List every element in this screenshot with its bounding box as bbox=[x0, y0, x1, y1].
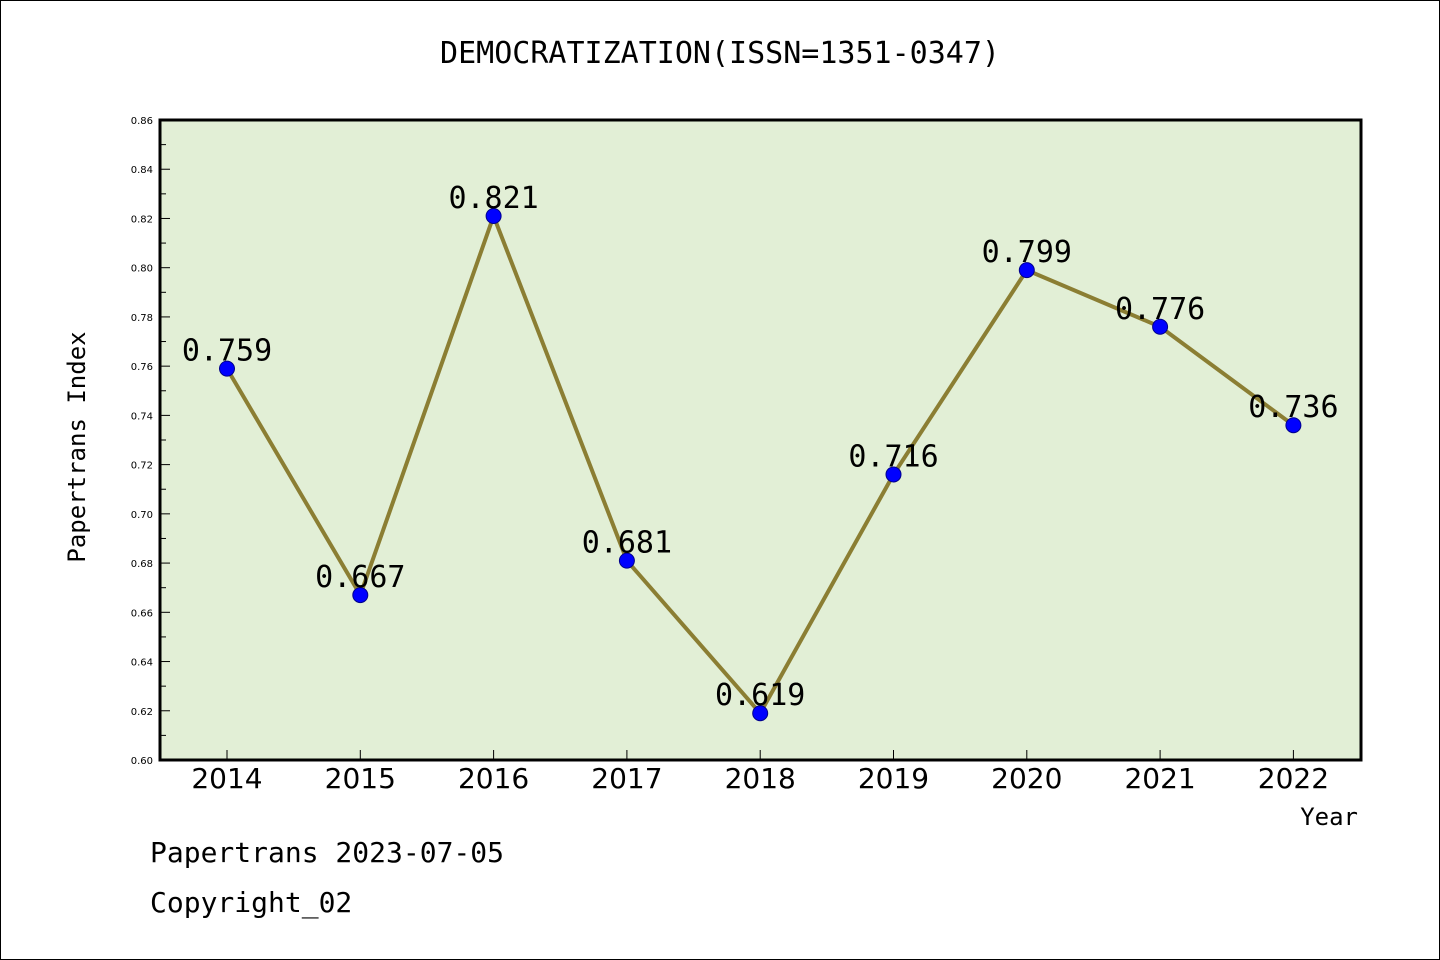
data-point bbox=[352, 587, 369, 604]
data-point bbox=[219, 360, 235, 377]
data-label: 0.736 bbox=[1248, 390, 1338, 425]
y-tick-label: 0.66 bbox=[131, 608, 153, 619]
data-label: 0.759 bbox=[182, 334, 272, 369]
plot-area bbox=[158, 118, 1363, 762]
y-tick-label: 0.72 bbox=[131, 461, 153, 472]
y-tick-label: 0.68 bbox=[131, 559, 153, 570]
x-tick-label: 2017 bbox=[591, 762, 662, 795]
x-tick-label: 2022 bbox=[1258, 762, 1329, 795]
x-tick-label: 2015 bbox=[325, 762, 396, 795]
x-tick-label: 2021 bbox=[1124, 762, 1195, 795]
x-tick-label: 2014 bbox=[191, 762, 262, 795]
y-tick-label: 0.86 bbox=[131, 116, 153, 127]
footer-date: Papertrans 2023-07-05 bbox=[150, 836, 505, 869]
footer-copyright: Copyright_02 bbox=[150, 886, 353, 919]
y-tick-label: 0.78 bbox=[131, 313, 153, 324]
y-tick-label: 0.74 bbox=[131, 411, 153, 422]
data-label: 0.799 bbox=[982, 235, 1072, 270]
y-tick-label: 0.62 bbox=[131, 707, 153, 718]
data-point bbox=[752, 705, 769, 722]
data-point bbox=[1018, 262, 1035, 279]
y-axis-title: Papertrans Index bbox=[63, 331, 91, 562]
x-tick-label: 2020 bbox=[991, 762, 1062, 795]
data-label: 0.776 bbox=[1115, 292, 1205, 327]
data-label: 0.716 bbox=[848, 439, 938, 474]
data-point bbox=[1152, 318, 1169, 335]
data-points bbox=[219, 208, 1302, 722]
data-point bbox=[618, 552, 635, 569]
x-tick-label: 2016 bbox=[458, 762, 529, 795]
y-axis: 0.60 0.62 0.64 0.66 0.68 0.70 0.72 0.74 0.76 0.78… bbox=[131, 116, 170, 767]
y-tick-label: 0.84 bbox=[131, 165, 153, 176]
y-tick-label: 0.64 bbox=[131, 658, 153, 669]
data-point bbox=[485, 208, 502, 224]
x-axis-title: Year bbox=[1300, 803, 1358, 831]
y-tick-label: 0.76 bbox=[131, 362, 153, 373]
y-tick-label: 0.60 bbox=[131, 756, 153, 767]
y-tick-label: 0.70 bbox=[131, 510, 153, 521]
y-tick-label: 0.82 bbox=[131, 214, 153, 225]
data-label: 0.681 bbox=[582, 526, 672, 561]
data-point bbox=[885, 466, 902, 483]
x-tick-label: 2018 bbox=[725, 762, 796, 795]
data-label: 0.619 bbox=[715, 678, 805, 713]
x-tick-label: 2019 bbox=[858, 762, 929, 795]
y-tick-label: 0.80 bbox=[131, 264, 153, 275]
data-label: 0.667 bbox=[315, 560, 405, 595]
data-label: 0.821 bbox=[448, 181, 538, 216]
chart-title: DEMOCRATIZATION(ISSN=1351-0347) bbox=[440, 36, 1000, 71]
data-labels: 0.759 0.667 0.821 0.681 0.619 0.716 0.799 0.776… bbox=[182, 181, 1339, 713]
x-axis: 2014 2015 2016 2017 2018 2019 2020 2021 2022 bbox=[191, 750, 1329, 795]
data-point bbox=[1285, 417, 1302, 434]
